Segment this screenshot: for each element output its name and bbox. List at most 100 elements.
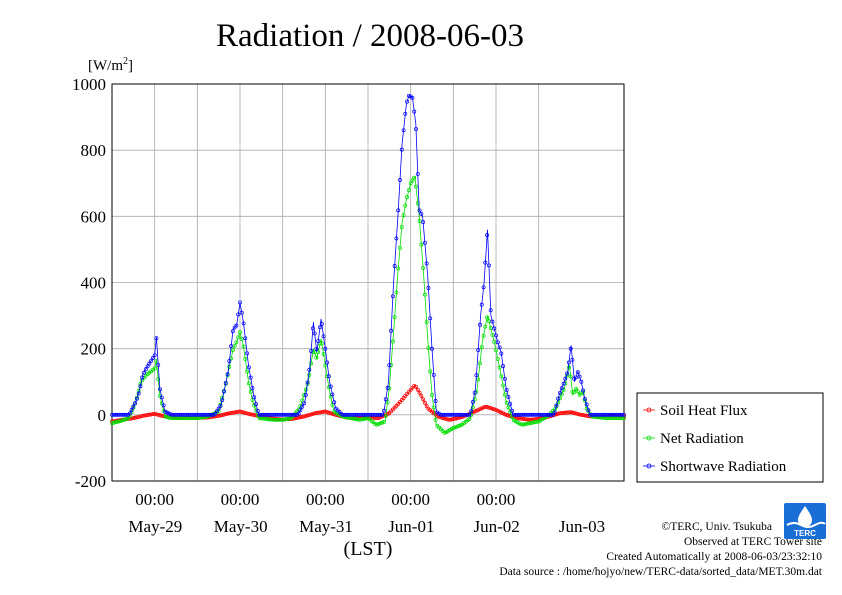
series-shortwave-radiation bbox=[110, 93, 626, 417]
data-point bbox=[620, 412, 625, 417]
data-point bbox=[502, 392, 507, 397]
data-point bbox=[412, 175, 417, 180]
data-point bbox=[504, 400, 509, 405]
data-point bbox=[232, 410, 237, 415]
data-point bbox=[428, 369, 433, 374]
data-point bbox=[355, 412, 360, 417]
data-point bbox=[214, 409, 219, 414]
data-point bbox=[118, 418, 123, 423]
data-point bbox=[419, 242, 424, 247]
data-point bbox=[467, 417, 472, 421]
data-point bbox=[364, 416, 369, 421]
data-point bbox=[424, 320, 429, 325]
data-point bbox=[442, 430, 447, 435]
data-point bbox=[526, 421, 530, 426]
x-tick-label: 00:00 bbox=[391, 490, 430, 509]
data-point bbox=[588, 412, 593, 417]
data-point bbox=[140, 414, 145, 418]
data-point bbox=[486, 405, 491, 410]
data-point bbox=[154, 412, 159, 417]
date-label: May-31 bbox=[299, 517, 353, 536]
data-point bbox=[326, 374, 331, 379]
data-point bbox=[488, 308, 493, 313]
data-point bbox=[152, 411, 157, 416]
data-point bbox=[622, 412, 626, 417]
data-point bbox=[136, 391, 141, 396]
data-point bbox=[248, 389, 253, 394]
data-point bbox=[415, 171, 420, 176]
data-point bbox=[319, 341, 324, 346]
data-point bbox=[325, 410, 330, 415]
data-point bbox=[506, 405, 511, 410]
data-point bbox=[318, 325, 322, 330]
data-point bbox=[497, 365, 502, 370]
data-point bbox=[570, 410, 575, 415]
data-point bbox=[570, 357, 575, 362]
data-point bbox=[554, 403, 559, 408]
data-point bbox=[430, 346, 434, 351]
data-point bbox=[303, 393, 308, 397]
data-point bbox=[392, 315, 397, 320]
y-tick-label: 400 bbox=[81, 274, 107, 293]
x-tick-label: 00:00 bbox=[221, 490, 260, 509]
data-point bbox=[218, 404, 223, 408]
data-point bbox=[318, 410, 322, 415]
data-point bbox=[574, 386, 578, 391]
data-point bbox=[241, 321, 246, 326]
data-point bbox=[266, 417, 271, 422]
data-point bbox=[481, 333, 486, 338]
data-point bbox=[470, 405, 475, 410]
data-point bbox=[234, 323, 239, 328]
data-point bbox=[255, 409, 260, 413]
data-point bbox=[558, 411, 562, 416]
data-point bbox=[572, 390, 577, 395]
data-point bbox=[213, 411, 218, 416]
data-point bbox=[154, 336, 159, 341]
data-point bbox=[488, 406, 493, 411]
data-point bbox=[198, 415, 203, 420]
data-point bbox=[261, 416, 266, 421]
data-point bbox=[110, 412, 114, 417]
data-point bbox=[357, 417, 362, 422]
data-point bbox=[380, 412, 385, 417]
data-point bbox=[383, 397, 388, 402]
data-point bbox=[328, 384, 333, 389]
data-point bbox=[239, 410, 244, 414]
data-point bbox=[300, 404, 305, 409]
x-axis-ticks: 00:00 00:00 00:00 00:00 00:00 May-29 May-30 May… bbox=[128, 490, 605, 536]
footer-created: Created Automatically at 2008-06-03/23:3… bbox=[606, 551, 822, 563]
data-point bbox=[243, 357, 248, 361]
data-point bbox=[346, 412, 351, 417]
data-point bbox=[323, 363, 328, 368]
data-point bbox=[252, 413, 257, 417]
data-point bbox=[152, 353, 157, 358]
data-point bbox=[431, 372, 436, 377]
data-point bbox=[524, 412, 529, 417]
data-point bbox=[510, 408, 514, 413]
data-point bbox=[494, 348, 498, 353]
data-point bbox=[524, 417, 529, 422]
data-point bbox=[526, 417, 530, 422]
data-point bbox=[447, 417, 452, 422]
data-point bbox=[332, 400, 337, 405]
data-point bbox=[378, 412, 383, 417]
data-point bbox=[495, 356, 500, 361]
data-point bbox=[389, 328, 394, 333]
data-point bbox=[406, 93, 411, 98]
data-point bbox=[385, 400, 390, 405]
data-point bbox=[268, 417, 273, 422]
data-point bbox=[584, 413, 589, 418]
data-point bbox=[492, 407, 497, 412]
data-point bbox=[415, 201, 420, 206]
data-point bbox=[476, 348, 481, 352]
data-point bbox=[355, 417, 360, 422]
data-point bbox=[513, 415, 518, 420]
data-point bbox=[442, 416, 447, 421]
data-point bbox=[166, 411, 171, 416]
data-point bbox=[321, 352, 326, 357]
data-point bbox=[227, 411, 232, 416]
data-point bbox=[534, 417, 539, 421]
data-point bbox=[565, 371, 570, 376]
data-point bbox=[230, 348, 235, 352]
